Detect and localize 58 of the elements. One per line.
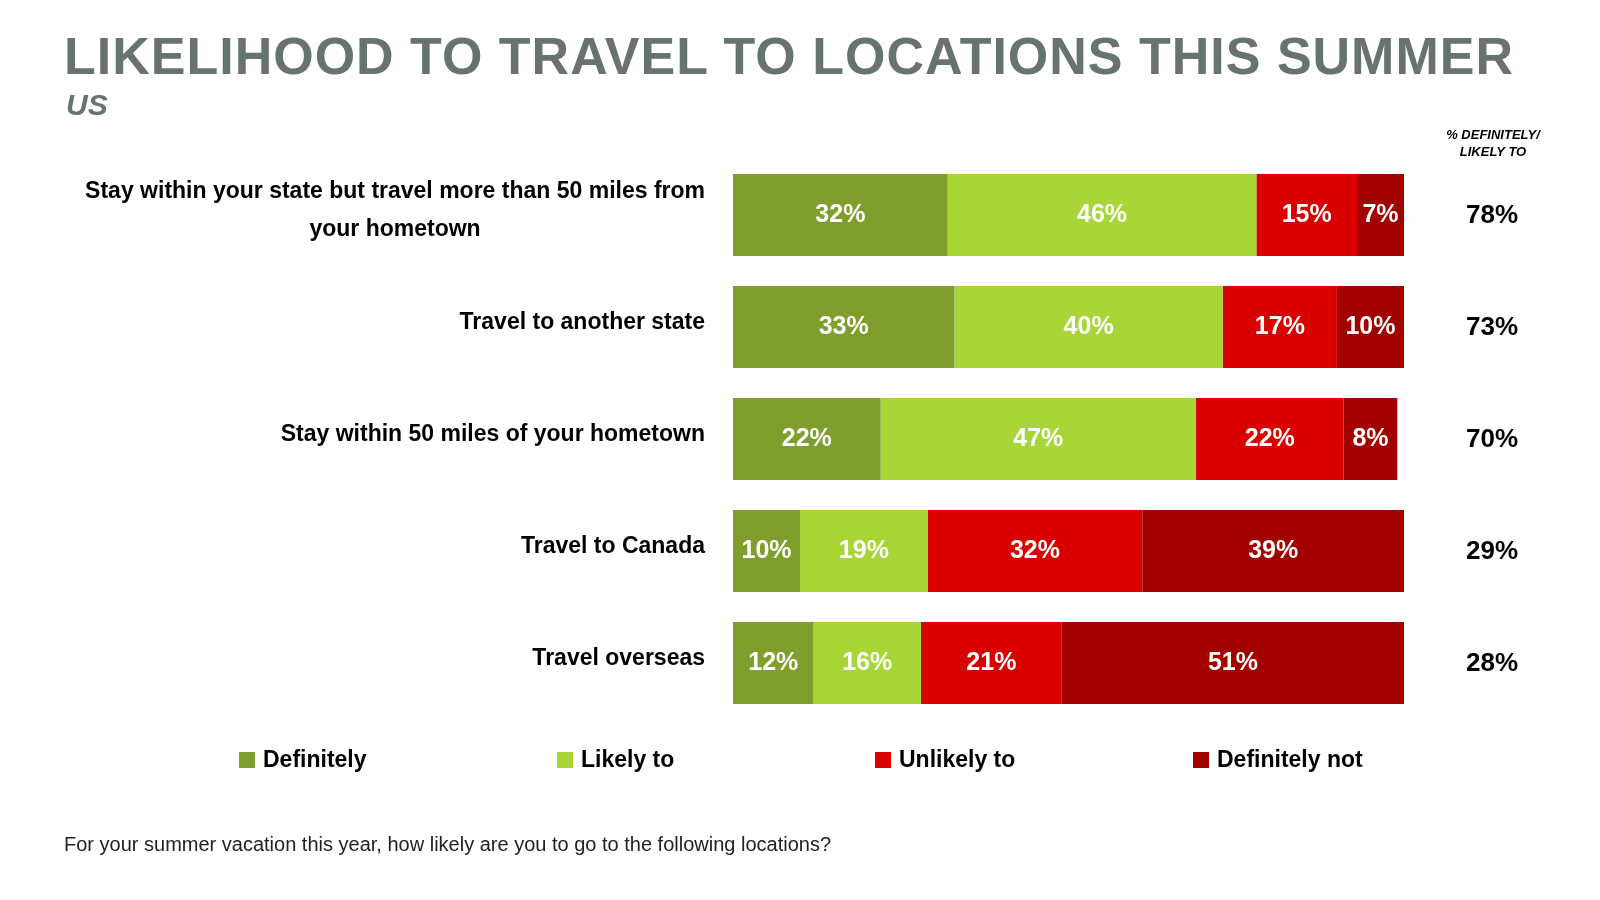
bar: [1142, 510, 1404, 592]
data-label: 32%: [815, 198, 866, 227]
bar: [1222, 286, 1337, 368]
data-label: 47%: [1013, 422, 1064, 451]
text: 29%: [1465, 535, 1519, 566]
bar: [1061, 622, 1404, 704]
bar: [947, 174, 1257, 256]
text: For your summer vacation this year, how likely are you to go to the following locations?: [64, 833, 832, 856]
text: 78%: [1465, 199, 1519, 230]
data-label: 7%: [1362, 198, 1399, 227]
data-label: 22%: [1244, 422, 1295, 451]
chart-title: LIKELIHOOD TO TRAVEL TO LOCATIONS THIS SUMMER: [64, 26, 1514, 86]
bar: [800, 510, 928, 592]
data-label: 12%: [748, 646, 799, 675]
y-tick-label: Travel to Canada: [520, 532, 706, 559]
text: % DEFINITELY/ LIKELY TO: [1445, 126, 1542, 160]
y-tick-label: Travel to another state: [459, 308, 706, 335]
bar: [920, 622, 1062, 704]
legend-label: Unlikely to: [899, 746, 1016, 773]
y-tick-label: Stay within 50 miles of your hometown: [280, 420, 705, 447]
data-label: 40%: [1063, 310, 1114, 339]
bar: [1343, 398, 1398, 480]
bar: [733, 398, 881, 480]
data-label: 16%: [842, 646, 893, 675]
bar: [880, 398, 1196, 480]
legend-label: Definitely not: [1217, 746, 1363, 773]
data-label: 39%: [1248, 534, 1299, 563]
data-label: 19%: [838, 534, 889, 563]
text: 28%: [1465, 647, 1519, 678]
bar: [813, 622, 921, 704]
data-label: 33%: [818, 310, 869, 339]
data-label: 10%: [1345, 310, 1396, 339]
bar: [733, 286, 955, 368]
text: 73%: [1465, 311, 1519, 342]
legend-label: Definitely: [263, 746, 367, 773]
bar: [927, 510, 1143, 592]
bar: [1256, 174, 1358, 256]
text: 70%: [1465, 423, 1519, 454]
data-label: 15%: [1281, 198, 1332, 227]
data-label: 17%: [1254, 310, 1305, 339]
bar: [954, 286, 1223, 368]
data-label: 21%: [966, 646, 1017, 675]
y-tick-label: Travel overseas: [532, 644, 705, 671]
data-label: 8%: [1352, 422, 1389, 451]
data-label: 10%: [741, 534, 792, 563]
data-label: 46%: [1077, 198, 1128, 227]
bar: [1195, 398, 1344, 480]
bar: [733, 510, 801, 592]
data-label: 32%: [1009, 534, 1060, 563]
y-tick-label: Stay within your state but travel more than 50 miles from your hometown: [85, 177, 706, 242]
data-label: 51%: [1207, 646, 1258, 675]
bar: [733, 174, 948, 256]
text: US: [66, 88, 108, 122]
bar: [1336, 286, 1404, 368]
data-label: 22%: [781, 422, 832, 451]
bar: [1357, 174, 1404, 256]
legend-label: Likely to: [581, 746, 675, 773]
bar: [733, 622, 814, 704]
